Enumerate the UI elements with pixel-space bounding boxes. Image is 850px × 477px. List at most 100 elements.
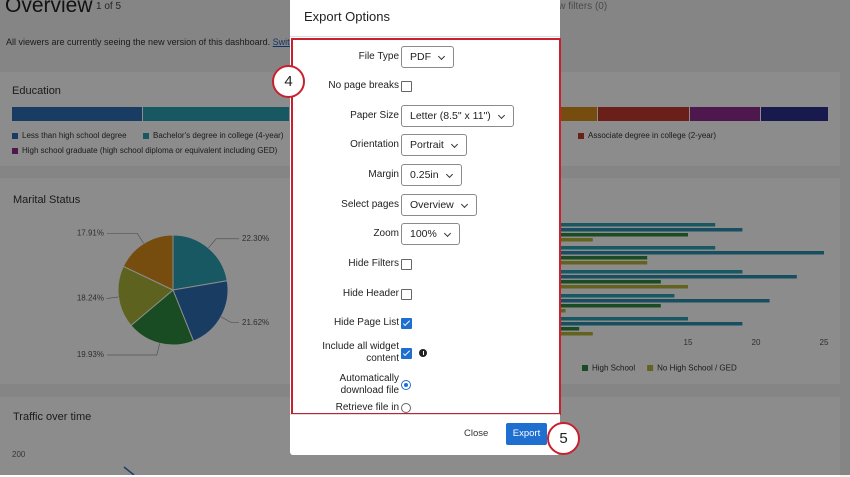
close-button[interactable]: Close	[464, 428, 489, 439]
card-title: Traffic over time	[13, 411, 92, 423]
select[interactable]: 0.25in	[401, 164, 462, 186]
checkbox[interactable]	[401, 348, 412, 359]
notice-text: All viewers are currently seeing the new…	[6, 37, 271, 47]
info-glyph	[422, 351, 424, 355]
card-title: Marital Status	[13, 194, 81, 206]
pie-slice	[117, 265, 174, 327]
legend-swatch	[582, 365, 588, 371]
pie-slice	[130, 289, 195, 346]
segment	[143, 107, 290, 121]
page-indicator[interactable]: 1 of 5	[96, 1, 122, 12]
segment	[12, 107, 144, 121]
legend-swatch	[12, 133, 18, 139]
bar	[484, 299, 770, 303]
select[interactable]: 100%	[401, 223, 460, 245]
field-label: No page breaks	[328, 80, 399, 91]
leader-line	[107, 232, 144, 244]
traffic-line	[123, 466, 135, 475]
legend-label: Less than high school degree	[22, 131, 127, 140]
bar	[484, 285, 688, 289]
bar	[484, 261, 648, 265]
data-label: 22.30%	[242, 234, 269, 243]
divider	[290, 36, 560, 37]
bar	[484, 228, 743, 232]
legend-label: No High School / GED	[657, 364, 737, 373]
bar	[484, 304, 661, 308]
field-label: File Type	[358, 51, 399, 62]
checkbox[interactable]	[401, 289, 412, 300]
leader-line	[107, 343, 161, 356]
export-button[interactable]: Export	[506, 423, 547, 445]
segment	[690, 107, 761, 121]
divider	[290, 414, 560, 415]
x-tick-label: 20	[752, 338, 761, 347]
legend-label: Bachelor's degree in college (4-year)	[153, 131, 284, 140]
leader-line	[220, 316, 239, 324]
field-label: Hide Filters	[348, 258, 399, 269]
field-label: Margin	[368, 169, 399, 180]
field-label: Automatically download file	[339, 373, 399, 396]
data-label: 21.62%	[242, 318, 269, 327]
bar	[484, 270, 743, 274]
legend-label: High school graduate (high school diplom…	[22, 146, 278, 155]
card-title: Education	[12, 85, 61, 97]
legend-swatch	[12, 148, 18, 154]
legend-label: High School	[592, 364, 635, 373]
data-label: 18.24%	[77, 294, 104, 303]
pie-slice	[172, 234, 228, 291]
leader-line	[208, 238, 239, 249]
radio[interactable]	[401, 380, 411, 390]
step-badge: 5	[547, 422, 580, 455]
bar	[484, 223, 716, 227]
leader-line	[106, 296, 119, 299]
field-label: Retrieve file in	[335, 402, 399, 413]
bar	[484, 294, 675, 298]
pie-slice	[122, 234, 174, 291]
x-tick-label: 25	[820, 338, 829, 347]
select[interactable]: Portrait	[401, 134, 467, 156]
checkbox[interactable]	[401, 81, 412, 92]
data-label: 19.93%	[77, 350, 104, 359]
segment	[558, 107, 598, 121]
bar	[484, 251, 824, 255]
legend-swatch	[578, 133, 584, 139]
select[interactable]: Letter (8.5" x 11")	[401, 105, 514, 127]
legend-label: Associate degree in college (2-year)	[588, 131, 716, 140]
bar	[484, 233, 688, 237]
field-label: Select pages	[341, 199, 399, 210]
select[interactable]: PDF	[401, 46, 454, 68]
checkbox[interactable]	[401, 259, 412, 270]
legend-swatch	[143, 133, 149, 139]
field-label: Orientation	[350, 139, 399, 150]
field-label: Paper Size	[350, 110, 399, 121]
x-tick-label: 15	[684, 338, 693, 347]
radio[interactable]	[401, 403, 411, 413]
segment	[597, 107, 691, 121]
step-badge: 4	[272, 65, 305, 98]
dashboard-title: Overview	[5, 0, 93, 17]
bar	[484, 317, 688, 321]
info-icon	[419, 349, 427, 357]
legend-swatch	[647, 365, 654, 371]
bar	[484, 246, 716, 250]
bar	[484, 322, 743, 326]
field-label: Hide Page List	[333, 317, 399, 328]
field-label: Include all widget content	[322, 341, 399, 364]
dialog-title: Export Options	[304, 9, 390, 24]
field-label: Zoom	[373, 228, 399, 239]
checkbox[interactable]	[401, 318, 412, 329]
data-label: 17.91%	[77, 228, 104, 237]
export-dialog: Export Options File Type PDF No page break…	[290, 0, 561, 455]
segment	[760, 107, 828, 121]
bar	[484, 256, 648, 260]
bar	[484, 275, 797, 279]
view-filters[interactable]: View filters (0)	[544, 1, 608, 12]
field-label: Hide Header	[342, 288, 399, 299]
y-tick-label: 200	[12, 450, 26, 459]
pie-slice	[172, 280, 229, 342]
export-form: File Type PDF No page breaks Paper Size Lett…	[291, 38, 561, 415]
select[interactable]: Overview	[401, 194, 477, 216]
bar	[484, 280, 661, 284]
